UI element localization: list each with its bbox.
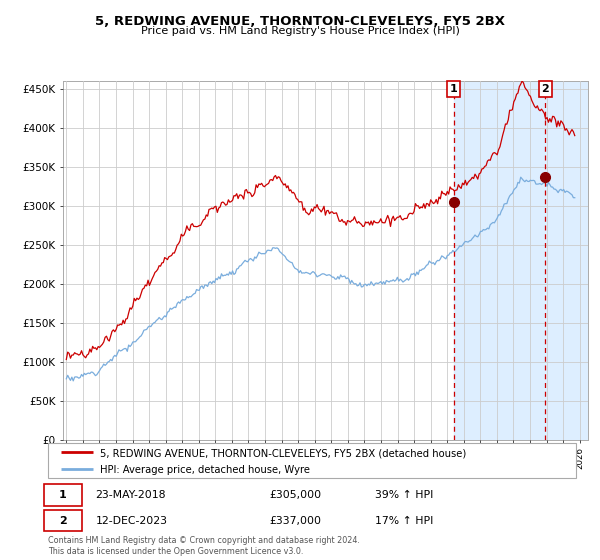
- Text: £337,000: £337,000: [270, 516, 322, 526]
- FancyBboxPatch shape: [44, 510, 82, 531]
- Text: 23-MAY-2018: 23-MAY-2018: [95, 490, 166, 500]
- FancyBboxPatch shape: [48, 443, 576, 478]
- Text: 5, REDWING AVENUE, THORNTON-CLEVELEYS, FY5 2BX: 5, REDWING AVENUE, THORNTON-CLEVELEYS, F…: [95, 15, 505, 27]
- Text: 17% ↑ HPI: 17% ↑ HPI: [376, 516, 434, 526]
- Text: 5, REDWING AVENUE, THORNTON-CLEVELEYS, FY5 2BX (detached house): 5, REDWING AVENUE, THORNTON-CLEVELEYS, F…: [100, 448, 466, 458]
- Text: 39% ↑ HPI: 39% ↑ HPI: [376, 490, 434, 500]
- Text: Contains HM Land Registry data © Crown copyright and database right 2024.
This d: Contains HM Land Registry data © Crown c…: [48, 536, 360, 556]
- Text: 1: 1: [59, 490, 67, 500]
- Text: 1: 1: [449, 84, 457, 94]
- Text: 2: 2: [541, 84, 549, 94]
- Text: HPI: Average price, detached house, Wyre: HPI: Average price, detached house, Wyre: [100, 465, 310, 475]
- Text: 12-DEC-2023: 12-DEC-2023: [95, 516, 167, 526]
- Text: 2: 2: [59, 516, 67, 526]
- Text: £305,000: £305,000: [270, 490, 322, 500]
- Bar: [454, 81, 545, 440]
- Text: Price paid vs. HM Land Registry's House Price Index (HPI): Price paid vs. HM Land Registry's House …: [140, 26, 460, 36]
- FancyBboxPatch shape: [44, 484, 82, 506]
- Bar: [545, 81, 588, 440]
